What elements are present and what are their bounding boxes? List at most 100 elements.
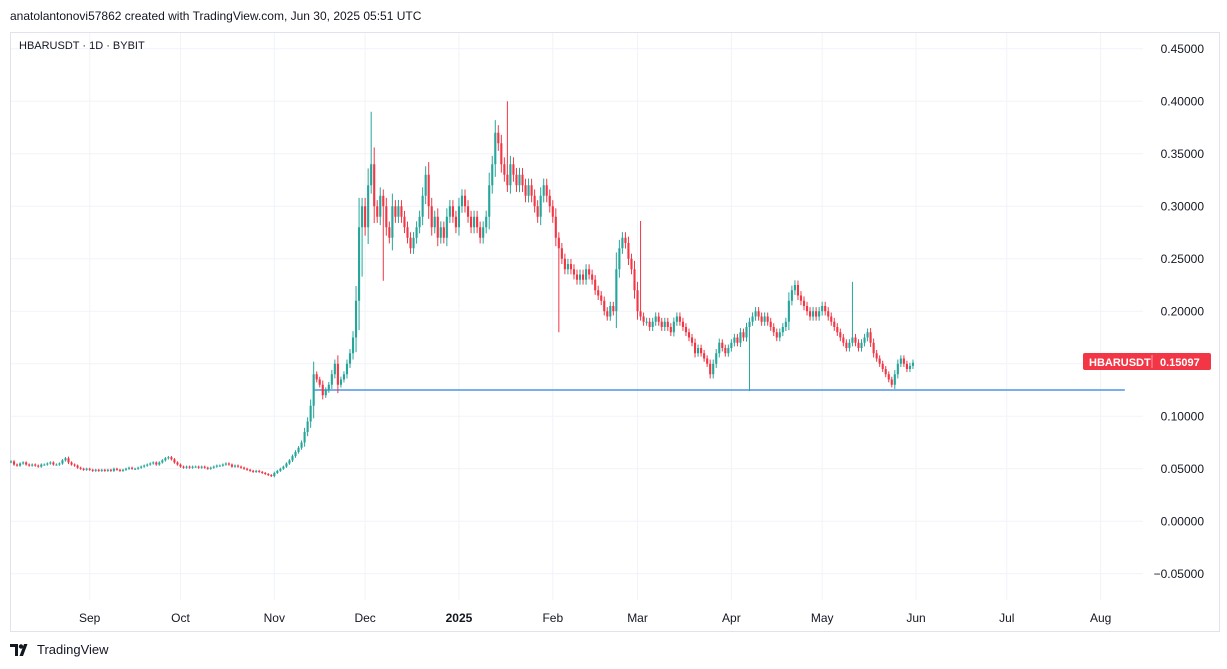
last-price-symbol: HBARUSDT bbox=[1089, 357, 1151, 369]
candle-body bbox=[769, 321, 772, 327]
candle-body bbox=[427, 174, 430, 207]
candle-body bbox=[548, 195, 551, 207]
candle bbox=[379, 187, 382, 226]
candle bbox=[854, 333, 857, 347]
candle-body bbox=[645, 321, 648, 323]
candle bbox=[745, 322, 748, 342]
candle bbox=[693, 338, 697, 358]
candle bbox=[624, 232, 627, 249]
candle bbox=[896, 359, 899, 379]
candle-body bbox=[327, 384, 330, 390]
candle bbox=[345, 359, 349, 379]
y-tick-label: 0.20000 bbox=[1161, 304, 1205, 318]
candle-body bbox=[748, 321, 751, 327]
candle bbox=[439, 221, 442, 244]
candle-body bbox=[261, 471, 264, 473]
candle bbox=[46, 462, 49, 466]
candle-body bbox=[339, 379, 342, 385]
candle bbox=[872, 338, 875, 358]
candle-body bbox=[572, 269, 576, 275]
candle bbox=[19, 462, 22, 467]
candle bbox=[651, 317, 654, 331]
candle-body bbox=[394, 206, 397, 217]
candle bbox=[206, 466, 209, 470]
candle-body bbox=[482, 227, 485, 238]
candle-body bbox=[134, 468, 137, 470]
candle bbox=[724, 344, 727, 357]
candle bbox=[566, 258, 569, 275]
candle-body bbox=[739, 332, 742, 343]
candle-body bbox=[733, 337, 736, 343]
candle-body bbox=[787, 300, 790, 322]
candle-body bbox=[518, 174, 521, 186]
x-tick-label: Aug bbox=[1090, 611, 1111, 625]
candle-body bbox=[760, 316, 763, 322]
candle-body bbox=[451, 206, 454, 217]
chart-frame[interactable] bbox=[10, 32, 1220, 632]
candle bbox=[430, 197, 433, 236]
candle-body bbox=[684, 327, 688, 333]
candle-body bbox=[497, 132, 500, 144]
candle-body bbox=[315, 374, 318, 380]
candle bbox=[215, 464, 218, 468]
candle-body bbox=[887, 374, 890, 380]
candle bbox=[497, 125, 500, 151]
candle bbox=[82, 467, 85, 471]
candle-body bbox=[318, 379, 321, 385]
candle-body bbox=[551, 206, 554, 217]
candle-body bbox=[697, 348, 700, 354]
candle-body bbox=[893, 374, 896, 385]
candle bbox=[718, 338, 721, 358]
candle bbox=[261, 470, 264, 474]
candle bbox=[291, 454, 294, 463]
footer-logo[interactable]: TradingView bbox=[10, 642, 109, 657]
price-axis: 0.45000 0.40000 0.35000 0.30000 0.25000 0.200… bbox=[1154, 42, 1205, 581]
candle-body bbox=[297, 447, 300, 452]
footer-brand: TradingView bbox=[37, 642, 109, 657]
candle bbox=[97, 468, 100, 472]
candle-body bbox=[61, 460, 64, 464]
candle-body bbox=[833, 321, 836, 327]
candle-body bbox=[285, 463, 288, 467]
candle bbox=[842, 333, 845, 347]
candle-body bbox=[158, 462, 161, 465]
y-tick-label: −0.05000 bbox=[1154, 567, 1205, 581]
candle-body bbox=[494, 132, 497, 165]
candle bbox=[179, 463, 182, 468]
candle-body bbox=[503, 164, 506, 175]
candle-body bbox=[554, 216, 557, 238]
candle bbox=[700, 344, 703, 357]
candle-body bbox=[103, 469, 106, 471]
candle-body bbox=[718, 342, 721, 354]
candle bbox=[31, 463, 34, 467]
candle-body bbox=[491, 164, 494, 186]
candle bbox=[736, 333, 739, 347]
candle-body bbox=[585, 269, 588, 280]
candle bbox=[140, 465, 143, 469]
symbol-header: HBARUSDT · 1D · BYBIT bbox=[19, 40, 145, 52]
candle-body bbox=[161, 460, 164, 463]
candle-body bbox=[515, 174, 518, 186]
candle bbox=[857, 339, 860, 352]
candle bbox=[279, 467, 282, 472]
candle bbox=[754, 307, 757, 321]
candle-body bbox=[146, 464, 149, 466]
candle-body bbox=[457, 206, 461, 228]
candle-body bbox=[115, 468, 118, 470]
candle-body bbox=[276, 470, 279, 473]
candle-body bbox=[808, 311, 812, 317]
candle bbox=[67, 456, 70, 465]
candle-body bbox=[430, 206, 433, 228]
candle-body bbox=[212, 466, 215, 468]
candle bbox=[533, 189, 536, 213]
candle bbox=[739, 328, 742, 347]
candle bbox=[209, 466, 212, 470]
candle bbox=[91, 468, 94, 472]
candle-body bbox=[64, 458, 67, 461]
candle-body bbox=[112, 468, 115, 471]
candle-body bbox=[609, 306, 612, 317]
candle bbox=[563, 253, 566, 275]
candle-body bbox=[270, 475, 273, 477]
candle-body bbox=[303, 432, 306, 443]
